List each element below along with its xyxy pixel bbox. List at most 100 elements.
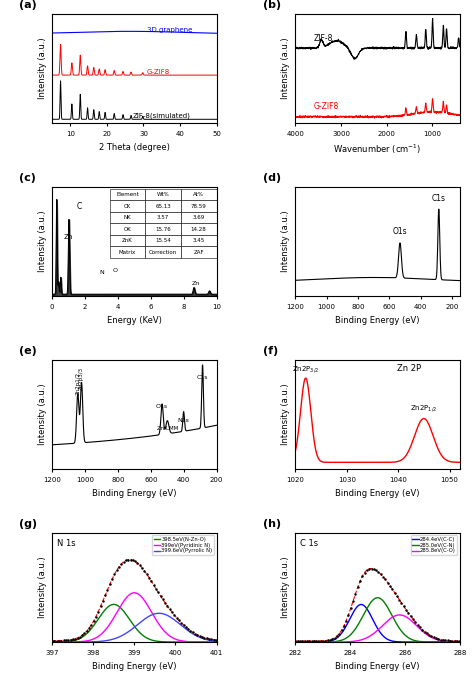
285.8eV(C-O) <box>372 629 377 637</box>
Text: Zn LMM: Zn LMM <box>157 426 178 431</box>
Line: 285.8eV(C-O): 285.8eV(C-O) <box>295 615 460 642</box>
Text: (e): (e) <box>19 346 37 356</box>
285.0eV(C-N) <box>374 594 380 602</box>
284.4eV(C-C) <box>358 600 364 609</box>
398.5eV(N-Zn-O) <box>138 630 144 638</box>
285.8eV(C-O) <box>397 611 402 619</box>
399.6eV(Pyrrolic N) <box>138 617 144 626</box>
398.5eV(N-Zn-O) <box>214 638 219 646</box>
285.8eV(C-O) <box>391 613 396 621</box>
Text: C 1s: C 1s <box>301 539 319 548</box>
X-axis label: Energy (KeV): Energy (KeV) <box>107 316 162 325</box>
Text: Zn2p3/3: Zn2p3/3 <box>79 367 84 390</box>
Text: Zn2p1/2: Zn2p1/2 <box>75 372 80 395</box>
285.8eV(C-O) <box>371 630 376 638</box>
Text: O: O <box>113 268 118 273</box>
Legend: 284.4eV(C-C), 285.0eV(C-N), 285.8eV(C-O): 284.4eV(C-C), 285.0eV(C-N), 285.8eV(C-O) <box>410 535 457 555</box>
X-axis label: Binding Energy (eV): Binding Energy (eV) <box>335 489 420 498</box>
284.4eV(C-C) <box>372 619 378 628</box>
399.6eV(Pyrrolic N) <box>156 609 162 617</box>
Text: ZIF-8: ZIF-8 <box>314 34 333 43</box>
Text: N: N <box>100 270 105 275</box>
Y-axis label: Intensity (a.u.): Intensity (a.u.) <box>281 557 290 618</box>
399.6eV(Pyrrolic N) <box>147 612 153 620</box>
Text: Zn 2P: Zn 2P <box>397 363 421 372</box>
284.4eV(C-C) <box>371 617 377 626</box>
Text: C: C <box>77 201 82 210</box>
399eV(Pyridinic N) <box>214 638 219 646</box>
285.0eV(C-N) <box>372 595 377 603</box>
399.6eV(Pyrrolic N) <box>184 626 190 634</box>
399eV(Pyridinic N) <box>210 638 216 646</box>
398.5eV(N-Zn-O) <box>210 638 216 646</box>
284.4eV(C-C) <box>391 637 396 645</box>
Text: (d): (d) <box>263 173 281 183</box>
Text: Zn: Zn <box>64 234 73 240</box>
399eV(Pyridinic N) <box>184 637 190 645</box>
Y-axis label: Intensity (a.u.): Intensity (a.u.) <box>281 38 290 99</box>
Text: (f): (f) <box>263 346 278 356</box>
284.4eV(C-C) <box>457 638 463 646</box>
X-axis label: Binding Energy (eV): Binding Energy (eV) <box>335 316 420 325</box>
285.0eV(C-N) <box>428 638 433 646</box>
Line: 398.5eV(N-Zn-O): 398.5eV(N-Zn-O) <box>52 604 217 642</box>
399.6eV(Pyrrolic N) <box>128 626 133 635</box>
Text: ZIF-8(simulated): ZIF-8(simulated) <box>133 113 191 120</box>
Text: Zn2P$_{1/2}$: Zn2P$_{1/2}$ <box>410 403 438 414</box>
Line: 399eV(Pyridinic N): 399eV(Pyridinic N) <box>52 593 217 642</box>
X-axis label: Wavenumber (cm$^{-1}$): Wavenumber (cm$^{-1}$) <box>333 143 422 156</box>
398.5eV(N-Zn-O) <box>111 600 117 609</box>
Text: Zn2P$_{3/2}$: Zn2P$_{3/2}$ <box>292 365 319 375</box>
285.8eV(C-O) <box>453 638 459 646</box>
Text: C1s: C1s <box>432 194 446 203</box>
285.0eV(C-N) <box>371 596 376 604</box>
Text: G-ZIF8: G-ZIF8 <box>314 102 339 111</box>
399.6eV(Pyrrolic N) <box>128 626 134 634</box>
X-axis label: Binding Energy (eV): Binding Energy (eV) <box>92 489 177 498</box>
Y-axis label: Intensity (a.u.): Intensity (a.u.) <box>281 384 290 445</box>
Y-axis label: Intensity (a.u.): Intensity (a.u.) <box>37 210 46 272</box>
Y-axis label: Intensity (a.u.): Intensity (a.u.) <box>37 38 46 99</box>
X-axis label: 2 Theta (degree): 2 Theta (degree) <box>99 143 170 152</box>
285.0eV(C-N) <box>391 614 396 622</box>
X-axis label: Binding Energy (eV): Binding Energy (eV) <box>92 662 177 671</box>
Text: (b): (b) <box>263 0 281 10</box>
284.4eV(C-C) <box>382 633 388 641</box>
399.6eV(Pyrrolic N) <box>49 638 55 646</box>
398.5eV(N-Zn-O) <box>147 635 153 643</box>
399eV(Pyridinic N) <box>138 593 144 601</box>
285.8eV(C-O) <box>382 619 387 628</box>
Text: (c): (c) <box>19 173 36 183</box>
Text: O1s: O1s <box>392 227 407 236</box>
Y-axis label: Intensity (a.u.): Intensity (a.u.) <box>281 210 290 272</box>
Legend: 398.5eV(N-Zn-O), 399eV(Pyridinic N), 399.6eV(Pyrrolic N): 398.5eV(N-Zn-O), 399eV(Pyridinic N), 399… <box>152 535 214 555</box>
284.4eV(C-C) <box>428 638 433 646</box>
Y-axis label: Intensity (a.u.): Intensity (a.u.) <box>37 557 46 618</box>
285.8eV(C-O) <box>292 638 298 646</box>
Text: C1s: C1s <box>197 375 208 380</box>
398.5eV(N-Zn-O) <box>128 617 133 625</box>
Text: O1s: O1s <box>156 404 168 408</box>
Line: 399.6eV(Pyrrolic N): 399.6eV(Pyrrolic N) <box>52 613 217 642</box>
Text: (h): (h) <box>263 519 281 529</box>
285.8eV(C-O) <box>457 638 463 646</box>
Y-axis label: Intensity (a.u.): Intensity (a.u.) <box>37 384 46 445</box>
285.0eV(C-N) <box>292 638 298 646</box>
Text: (g): (g) <box>19 519 37 529</box>
Text: N 1s: N 1s <box>57 539 76 548</box>
Text: 3D graphene: 3D graphene <box>147 27 192 33</box>
Text: N1s: N1s <box>178 418 190 423</box>
399eV(Pyridinic N) <box>131 589 137 597</box>
399eV(Pyridinic N) <box>147 606 153 614</box>
285.8eV(C-O) <box>428 632 433 641</box>
284.4eV(C-C) <box>453 638 459 646</box>
284.4eV(C-C) <box>292 638 298 646</box>
399eV(Pyridinic N) <box>128 589 134 598</box>
399.6eV(Pyrrolic N) <box>210 637 216 645</box>
Text: (a): (a) <box>19 0 37 10</box>
285.0eV(C-N) <box>382 599 388 607</box>
399eV(Pyridinic N) <box>49 638 55 646</box>
Text: G-ZIF8: G-ZIF8 <box>147 69 170 75</box>
399.6eV(Pyrrolic N) <box>214 637 219 645</box>
398.5eV(N-Zn-O) <box>184 638 190 646</box>
